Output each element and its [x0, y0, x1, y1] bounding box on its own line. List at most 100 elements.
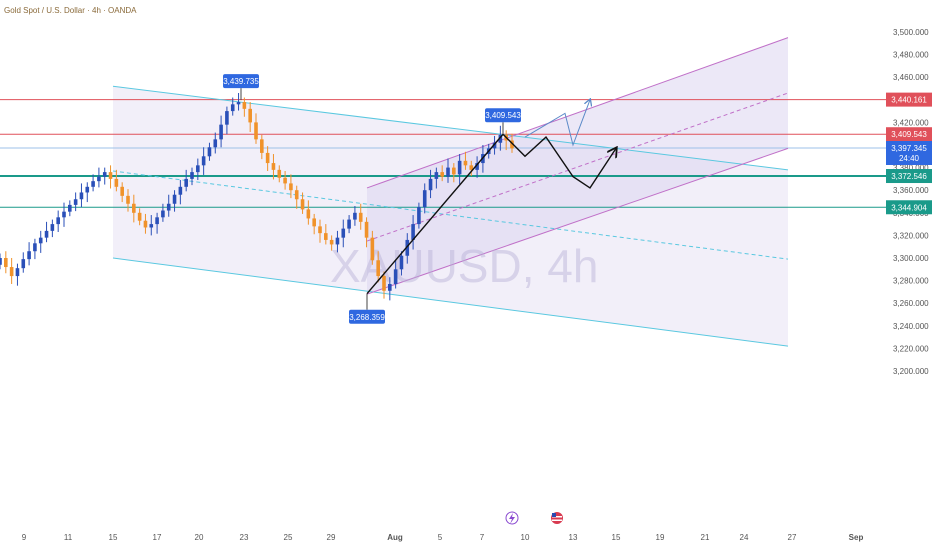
candle-body-64 — [370, 237, 375, 261]
price-tag-label-2: 3,397.345 — [891, 144, 927, 153]
candle-body-14 — [79, 192, 84, 200]
x-tick-label-9: 5 — [438, 533, 443, 542]
price-tag-label-1: 3,409.543 — [891, 130, 927, 139]
candle-body-58 — [335, 237, 340, 245]
annotation-box-2 — [349, 309, 385, 324]
candle-body-57 — [329, 239, 334, 245]
candle-body-5 — [27, 251, 31, 260]
channel-lines — [112, 37, 789, 347]
candle-body-18 — [102, 172, 107, 177]
x-tick-label-12: 13 — [569, 533, 578, 542]
x-tick-label-18: Sep — [849, 533, 864, 542]
x-tick-label-16: 24 — [740, 533, 749, 542]
candle-body-74 — [428, 178, 433, 191]
candle-body-37 — [213, 139, 218, 148]
channel-bands — [113, 37, 788, 347]
candle-body-66 — [382, 276, 386, 291]
y-tick-label-9: 3,320.000 — [893, 231, 929, 240]
candle-body-10 — [56, 217, 60, 225]
candle-body-28 — [161, 210, 165, 218]
price-tag-0 — [886, 92, 932, 107]
annotation-box-1 — [485, 108, 521, 123]
candle-body-7 — [38, 237, 43, 244]
descending-channel-mid — [112, 170, 789, 260]
candle-body-59 — [341, 228, 346, 238]
candle-body-16 — [91, 181, 95, 187]
price-tag-label-3: 3,372.546 — [891, 172, 927, 181]
candle-body-35 — [201, 156, 206, 166]
candle-body-73 — [422, 190, 427, 208]
candle-body-34 — [196, 165, 200, 173]
candle-body-86 — [498, 134, 503, 143]
candle-body-29 — [166, 203, 171, 211]
candle-body-23 — [132, 203, 136, 213]
price-annotations: 3,439.735 3,409.543 3,268.359 — [223, 74, 521, 324]
candle-body-36 — [207, 147, 212, 157]
candle-body-38 — [219, 124, 223, 140]
x-tick-label-11: 10 — [521, 533, 530, 542]
candle-body-32 — [184, 178, 188, 187]
x-axis: 9 11 15 17 20 23 25 29 Aug 5 7 10 13 15 19 21 24 27 Sep — [22, 533, 864, 542]
candle-body-3 — [15, 268, 20, 277]
candle-body-9 — [50, 224, 55, 231]
candle-body-68 — [393, 269, 398, 284]
x-tick-label-7: 29 — [327, 533, 336, 542]
projection-paths — [366, 100, 616, 295]
candle-body-11 — [62, 211, 66, 218]
candle-body-19 — [108, 172, 113, 179]
alt-projection — [524, 100, 590, 147]
x-tick-label-15: 21 — [701, 533, 710, 542]
annotation-box-0 — [223, 74, 259, 89]
y-tick-label-4: 3,420.000 — [893, 118, 929, 127]
candle-body-52 — [300, 199, 305, 210]
candle-body-67 — [388, 283, 392, 291]
ascending-channel-mid — [366, 92, 789, 242]
candle-body-53 — [306, 209, 311, 219]
y-tick-label-2: 3,460.000 — [893, 73, 929, 82]
candle-body-61 — [353, 212, 357, 220]
x-tick-label-17: 27 — [788, 533, 797, 542]
x-tick-label-5: 23 — [240, 533, 249, 542]
main-projection — [502, 133, 616, 189]
price-tag-sub-2: 24:40 — [899, 154, 920, 163]
candle-body-15 — [85, 186, 90, 193]
candle-body-0 — [0, 258, 2, 265]
price-tag-1 — [886, 127, 932, 142]
annotation-label-2: 3,268.359 — [349, 313, 385, 322]
price-tag-label-4: 3,344.904 — [891, 203, 927, 212]
candle-body-2 — [9, 267, 14, 277]
candle-body-42 — [242, 102, 247, 109]
us-flag-stripe-1 — [552, 516, 562, 518]
y-tick-label-6: 3,380.000 — [893, 164, 929, 173]
candle-body-88 — [510, 140, 514, 149]
candle-body-63 — [364, 221, 369, 238]
x-tick-label-10: 7 — [480, 533, 485, 542]
candle-body-20 — [114, 178, 119, 187]
candle-body-4 — [21, 259, 26, 269]
candle-body-49 — [283, 177, 287, 184]
candle-body-54 — [312, 218, 316, 227]
candle-body-69 — [399, 255, 404, 270]
price-tag-3 — [886, 169, 932, 184]
event-icons — [505, 511, 563, 525]
candle-body-81 — [469, 165, 474, 170]
y-tick-label-11: 3,280.000 — [893, 277, 929, 286]
candle-body-31 — [178, 186, 183, 195]
y-tick-label-10: 3,300.000 — [893, 254, 929, 263]
y-tick-label-12: 3,260.000 — [893, 299, 929, 308]
ascending-channel-fill — [367, 37, 788, 295]
candle-body-30 — [172, 194, 177, 204]
candle-body-45 — [260, 139, 264, 153]
candle-body-60 — [347, 219, 351, 229]
descending-channel-upper — [112, 85, 789, 171]
candle-body-80 — [463, 160, 468, 166]
y-tick-label-15: 3,200.000 — [893, 367, 929, 376]
annotation-label-1: 3,409.543 — [485, 111, 521, 120]
x-tick-label-0: 9 — [22, 533, 27, 542]
x-tick-label-1: 11 — [64, 533, 73, 542]
candle-body-82 — [475, 163, 479, 170]
ascending-channel-upper — [366, 37, 789, 189]
candle-body-25 — [143, 220, 148, 228]
